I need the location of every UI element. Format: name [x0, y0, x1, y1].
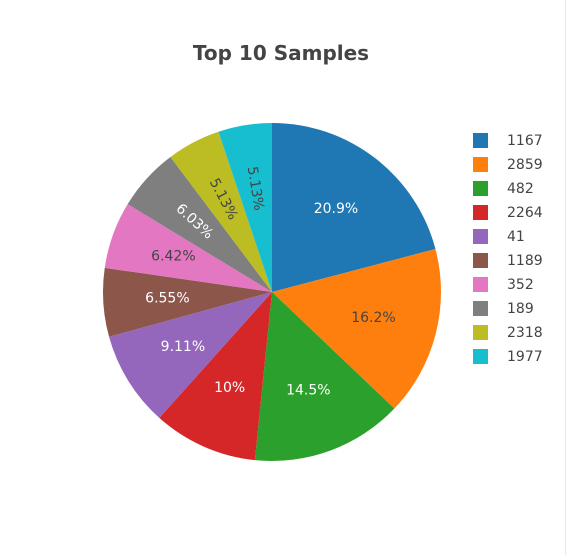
slice-label-482: 14.5% [286, 382, 330, 398]
pie-slice-352[interactable] [104, 204, 273, 292]
legend-label-482[interactable]: 482 [507, 181, 534, 197]
pie-slice-1189[interactable] [103, 267, 272, 337]
slice-label-41: 9.11% [161, 339, 205, 355]
slice-label-352: 6.42% [151, 249, 195, 265]
legend-label-2264[interactable]: 2264 [507, 205, 543, 221]
legend-swatch-41[interactable] [473, 229, 488, 244]
legend-swatch-2264[interactable] [473, 205, 488, 220]
slice-label-2264: 10% [214, 380, 245, 396]
legend-label-2318[interactable]: 2318 [507, 325, 543, 341]
legend: 1167 2859 482 2264 41 1189 352 189 2318 1977 [473, 133, 543, 365]
pie-slices [103, 123, 441, 461]
chart-title: Top 10 Samples [193, 41, 369, 65]
legend-swatch-1977[interactable] [473, 349, 488, 364]
pie-slice-1167[interactable] [272, 123, 436, 292]
legend-label-352[interactable]: 352 [507, 277, 534, 293]
legend-swatch-1167[interactable] [473, 133, 488, 148]
slice-label-1189: 6.55% [145, 291, 189, 307]
pie-slice-2318[interactable] [170, 131, 272, 292]
slice-label-2859: 16.2% [351, 310, 395, 326]
legend-label-1167[interactable]: 1167 [507, 133, 543, 149]
legend-label-1977[interactable]: 1977 [507, 349, 543, 365]
frame-edge [565, 0, 566, 555]
legend-swatch-482[interactable] [473, 181, 488, 196]
legend-swatch-2318[interactable] [473, 325, 488, 340]
legend-swatch-352[interactable] [473, 277, 488, 292]
legend-swatch-1189[interactable] [473, 253, 488, 268]
legend-label-189[interactable]: 189 [507, 301, 534, 317]
pie-slice-482[interactable] [254, 292, 395, 461]
pie-slice-189[interactable] [127, 156, 272, 292]
legend-swatch-2859[interactable] [473, 157, 488, 172]
legend-label-1189[interactable]: 1189 [507, 253, 543, 269]
pie-slice-2264[interactable] [159, 292, 272, 461]
pie-slice-2859[interactable] [272, 249, 441, 409]
legend-label-2859[interactable]: 2859 [507, 157, 543, 173]
pie-slice-1977[interactable] [218, 123, 272, 292]
legend-swatch-189[interactable] [473, 301, 488, 316]
legend-label-41[interactable]: 41 [507, 229, 525, 245]
pie-slice-41[interactable] [109, 292, 272, 418]
slice-label-1167: 20.9% [314, 201, 358, 217]
slice-label-1977: 5.13% [244, 165, 267, 211]
